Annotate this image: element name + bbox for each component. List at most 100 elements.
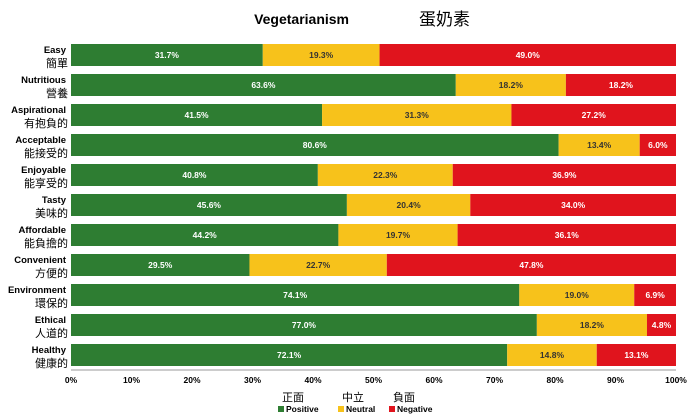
bar-neutral-affordable [338,224,458,246]
bar-neutral-tasty [346,194,471,216]
legend-swatch-positive [278,406,284,412]
chart-title-zh: 蛋奶素 [419,10,470,30]
legend-label-neutral: Neutral [346,404,375,414]
category-label-convenient: Convenient [14,255,67,266]
bar-negative-enjoyable [452,164,676,186]
category-label-zh-convenient: 方便的 [35,266,68,280]
category-label-healthy: Healthy [32,345,67,356]
legend-label-zh-negative: 負面 [393,391,415,404]
legend-label-negative: Negative [397,404,433,414]
data-label-neutral-healthy: 14.8% [540,350,565,360]
data-label-positive-nutritious: 63.6% [251,80,276,90]
bar-negative-convenient [386,254,676,276]
data-label-neutral-environment: 19.0% [565,290,590,300]
data-label-negative-environment: 6.9% [645,290,665,300]
bar-neutral-convenient [249,254,387,276]
data-label-negative-enjoyable: 36.9% [552,170,577,180]
data-label-negative-tasty: 34.0% [561,200,586,210]
bar-negative-aspirational [511,104,676,126]
x-tick-8: 80% [546,375,563,385]
x-tick-6: 60% [425,375,442,385]
data-label-positive-easy: 31.7% [155,50,180,60]
x-tick-4: 40% [304,375,321,385]
bar-positive-easy [71,44,263,66]
data-label-neutral-ethical: 18.2% [580,320,605,330]
x-tick-7: 70% [486,375,503,385]
bar-neutral-environment [519,284,635,306]
bar-positive-convenient [71,254,250,276]
data-label-negative-aspirational: 27.2% [582,110,607,120]
category-label-environment: Environment [8,285,67,296]
category-label-enjoyable: Enjoyable [21,165,66,176]
data-label-negative-affordable: 36.1% [555,230,580,240]
data-label-neutral-aspirational: 31.3% [405,110,430,120]
x-tick-5: 50% [365,375,382,385]
x-tick-1: 10% [123,375,140,385]
data-label-positive-tasty: 45.6% [197,200,222,210]
bar-negative-acceptable [639,134,676,156]
legend-label-zh-positive: 正面 [282,391,304,404]
data-label-neutral-acceptable: 13.4% [587,140,612,150]
bar-neutral-easy [262,44,380,66]
category-label-acceptable: Acceptable [15,135,66,146]
bar-positive-healthy [71,344,508,366]
data-label-positive-acceptable: 80.6% [303,140,328,150]
category-label-zh-ethical: 人道的 [35,326,68,340]
data-label-positive-healthy: 72.1% [277,350,302,360]
data-label-negative-nutritious: 18.2% [609,80,634,90]
bar-positive-acceptable [71,134,559,156]
category-label-easy: Easy [44,45,67,56]
bar-neutral-aspirational [322,104,512,126]
legend-swatch-negative [389,406,395,412]
category-label-zh-tasty: 美味的 [35,206,68,220]
bar-neutral-healthy [507,344,597,366]
data-label-negative-healthy: 13.1% [624,350,649,360]
data-label-neutral-affordable: 19.7% [386,230,411,240]
data-label-negative-easy: 49.0% [516,50,541,60]
bar-positive-tasty [71,194,347,216]
category-label-zh-healthy: 健康的 [35,356,68,370]
chart-title: Vegetarianism [254,11,349,27]
data-label-positive-environment: 74.1% [283,290,308,300]
bar-neutral-acceptable [558,134,640,156]
bar-negative-nutritious [565,74,676,96]
bar-neutral-ethical [536,314,647,336]
x-tick-9: 90% [607,375,624,385]
bar-positive-environment [71,284,520,306]
legend-label-positive: Positive [286,404,319,414]
data-label-negative-convenient: 47.8% [519,260,544,270]
bar-negative-tasty [470,194,676,216]
x-tick-0: 0% [65,375,78,385]
data-label-positive-ethical: 77.0% [292,320,317,330]
data-label-negative-acceptable: 6.0% [648,140,668,150]
bar-negative-environment [634,284,676,306]
x-tick-2: 20% [183,375,200,385]
bar-positive-ethical [71,314,537,336]
bar-positive-enjoyable [71,164,318,186]
data-label-neutral-convenient: 22.7% [306,260,331,270]
category-label-zh-easy: 簡單 [46,56,68,70]
data-label-neutral-tasty: 20.4% [397,200,422,210]
category-label-zh-environment: 環保的 [35,296,68,310]
bar-negative-ethical [646,314,676,336]
data-label-positive-aspirational: 41.5% [184,110,209,120]
category-label-nutritious: Nutritious [21,75,66,86]
bar-neutral-enjoyable [317,164,453,186]
category-label-zh-enjoyable: 能享受的 [24,176,68,190]
category-label-tasty: Tasty [42,195,67,206]
bar-positive-nutritious [71,74,456,96]
bar-negative-affordable [457,224,676,246]
data-label-positive-enjoyable: 40.8% [182,170,207,180]
data-label-positive-affordable: 44.2% [193,230,218,240]
data-label-negative-ethical: 4.8% [652,320,672,330]
bar-positive-aspirational [71,104,323,126]
category-label-ethical: Ethical [35,315,66,326]
category-label-zh-affordable: 能負擔的 [24,236,68,250]
x-tick-10: 100% [665,375,687,385]
bar-positive-affordable [71,224,339,246]
category-label-aspirational: Aspirational [11,105,66,116]
bar-negative-easy [379,44,676,66]
data-label-neutral-easy: 19.3% [309,50,334,60]
category-label-zh-nutritious: 營養 [46,86,68,100]
